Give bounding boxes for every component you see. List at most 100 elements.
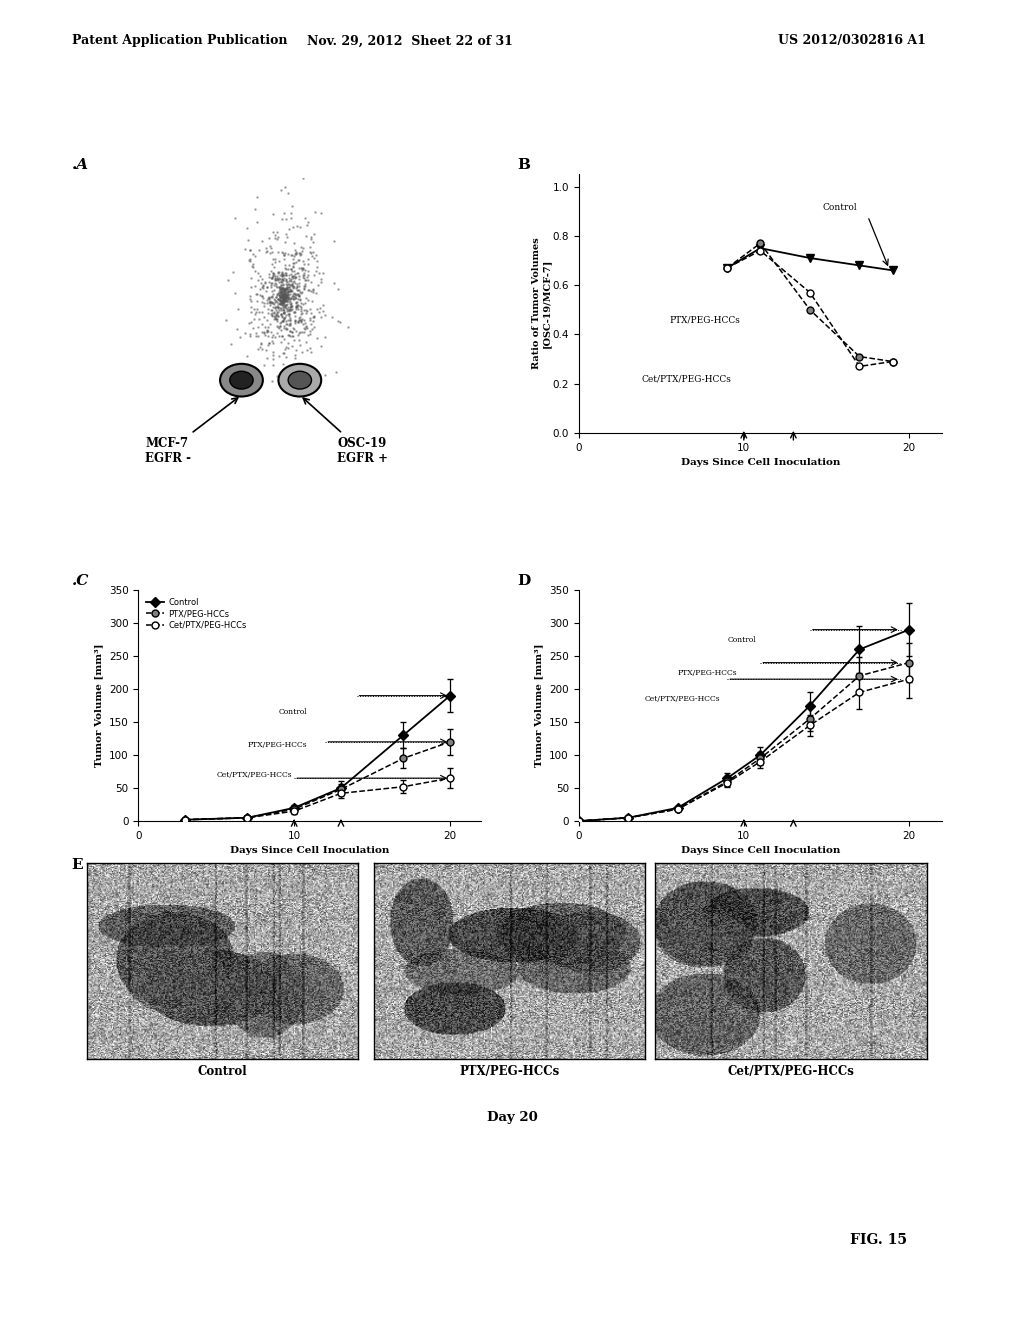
- Point: [292, 289, 308, 310]
- Point: [285, 265, 301, 286]
- Point: [281, 255, 297, 276]
- Point: [299, 264, 315, 285]
- Point: [285, 285, 301, 306]
- Point: [288, 292, 304, 313]
- Point: [299, 267, 315, 288]
- Point: [274, 288, 291, 309]
- Point: [275, 284, 292, 305]
- Point: [275, 290, 292, 312]
- Point: [285, 325, 301, 346]
- Point: [250, 325, 266, 346]
- Point: [270, 288, 287, 309]
- Point: [282, 309, 298, 330]
- Point: [282, 315, 298, 337]
- Point: [274, 292, 291, 313]
- Point: [276, 285, 293, 306]
- Point: [269, 310, 286, 331]
- Point: [257, 272, 273, 293]
- Point: [272, 289, 289, 310]
- Point: [274, 288, 291, 309]
- Point: [299, 300, 315, 321]
- Point: [278, 286, 294, 308]
- Point: [304, 231, 321, 252]
- Point: [269, 261, 286, 282]
- Point: [276, 285, 293, 306]
- Point: [273, 279, 290, 300]
- Point: [275, 285, 292, 306]
- Point: [278, 259, 294, 280]
- Point: [303, 314, 319, 335]
- Point: [275, 279, 292, 300]
- Point: [283, 288, 299, 309]
- Point: [274, 284, 291, 305]
- Point: [285, 358, 301, 379]
- Point: [294, 240, 310, 261]
- Point: [268, 297, 285, 318]
- Point: [317, 304, 334, 325]
- Point: [275, 288, 292, 309]
- Point: [267, 269, 284, 290]
- Point: [274, 343, 291, 364]
- Point: [284, 296, 300, 317]
- Point: [289, 363, 305, 384]
- Point: [262, 236, 279, 257]
- Point: [278, 285, 294, 306]
- Point: [271, 279, 288, 300]
- Point: [276, 288, 293, 309]
- Point: [289, 296, 305, 317]
- Point: [275, 292, 292, 313]
- Point: [275, 285, 292, 306]
- Point: [275, 202, 292, 223]
- Point: [309, 327, 326, 348]
- Point: [294, 257, 310, 279]
- Point: [276, 318, 293, 339]
- Point: [281, 305, 297, 326]
- Point: [266, 224, 283, 246]
- Point: [272, 294, 289, 315]
- Point: [293, 293, 309, 314]
- Point: [273, 306, 290, 327]
- Point: [282, 268, 298, 289]
- X-axis label: Days Since Cell Inoculation: Days Since Cell Inoculation: [681, 846, 840, 855]
- Point: [285, 276, 301, 297]
- Point: [273, 293, 290, 314]
- Point: [258, 280, 274, 301]
- Point: [300, 363, 316, 384]
- Point: [285, 252, 301, 273]
- Point: [279, 294, 295, 315]
- Point: [293, 356, 309, 378]
- Point: [280, 296, 296, 317]
- Point: [291, 329, 307, 350]
- Point: [292, 306, 308, 327]
- Point: [249, 211, 265, 232]
- Point: [297, 318, 313, 339]
- Point: [287, 240, 303, 261]
- Point: [282, 298, 298, 319]
- Point: [285, 256, 301, 277]
- Point: [261, 292, 278, 313]
- Point: [261, 286, 278, 308]
- Point: [228, 318, 245, 339]
- Point: [275, 285, 292, 306]
- Y-axis label: Tumor Volume [mm³]: Tumor Volume [mm³]: [535, 644, 544, 767]
- Point: [285, 284, 301, 305]
- Point: [267, 289, 284, 310]
- Point: [300, 269, 316, 290]
- Point: [286, 359, 302, 380]
- Point: [282, 298, 298, 319]
- Point: [279, 281, 295, 302]
- Point: [269, 284, 286, 305]
- Point: [270, 271, 287, 292]
- Point: [284, 322, 300, 343]
- Point: [276, 286, 293, 308]
- Point: [262, 304, 279, 325]
- Point: [231, 326, 248, 347]
- Point: [252, 337, 268, 358]
- Point: [254, 231, 270, 252]
- Point: [259, 347, 275, 368]
- Point: [276, 264, 293, 285]
- Point: [276, 284, 293, 305]
- Point: [280, 244, 296, 265]
- Point: [275, 285, 292, 306]
- Point: [279, 277, 295, 298]
